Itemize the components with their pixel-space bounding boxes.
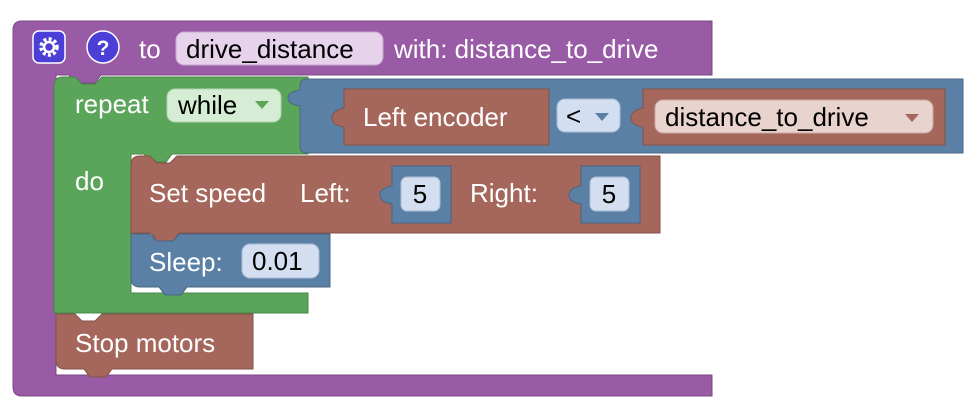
repeat-while-block[interactable] bbox=[53, 76, 309, 314]
repeat-mode-dropdown[interactable]: while bbox=[166, 88, 282, 123]
repeat-block-shape[interactable] bbox=[53, 76, 309, 314]
stop-motors-label: Stop motors bbox=[75, 328, 215, 358]
variable-dropdown[interactable]: distance_to_drive bbox=[654, 99, 934, 134]
sleep-value-field[interactable]: 0.01 bbox=[241, 243, 320, 279]
chevron-down-icon bbox=[595, 113, 609, 121]
left-encoder-shape[interactable] bbox=[331, 88, 550, 146]
procedure-name-field[interactable]: drive_distance bbox=[175, 31, 384, 66]
chevron-down-icon bbox=[905, 114, 919, 122]
repeat-label: repeat bbox=[75, 89, 149, 119]
chevron-down-icon bbox=[255, 101, 269, 109]
left-speed-value[interactable]: 5 bbox=[413, 179, 427, 209]
left-speed-label: Left: bbox=[300, 178, 351, 208]
variable-getter-block[interactable]: distance_to_drive bbox=[630, 88, 946, 146]
stop-motors-block[interactable]: Stop motors bbox=[55, 313, 254, 378]
set-speed-block[interactable]: Set speed Left: 5 Right: 5 bbox=[130, 155, 661, 242]
sleep-block[interactable]: Sleep: 0.01 bbox=[130, 233, 331, 296]
left-speed-input-block[interactable]: 5 bbox=[379, 165, 452, 224]
variable-name: distance_to_drive bbox=[665, 102, 869, 132]
right-speed-value[interactable]: 5 bbox=[602, 179, 616, 209]
left-encoder-block[interactable]: Left encoder bbox=[331, 88, 550, 146]
set-speed-label: Set speed bbox=[149, 178, 266, 208]
right-speed-input-block[interactable]: 5 bbox=[568, 165, 641, 224]
svg-text:?: ? bbox=[97, 37, 110, 60]
repeat-mode-value: while bbox=[177, 90, 237, 120]
operator-dropdown[interactable]: < bbox=[556, 98, 621, 133]
gear-icon[interactable] bbox=[32, 30, 66, 64]
right-speed-label: Right: bbox=[470, 178, 538, 208]
procedure-to-label: to bbox=[139, 34, 161, 64]
sleep-label: Sleep: bbox=[149, 247, 223, 277]
procedure-params-label: with: distance_to_drive bbox=[393, 34, 658, 64]
operator-value: < bbox=[566, 101, 581, 131]
do-label: do bbox=[75, 166, 104, 196]
help-icon[interactable]: ? bbox=[86, 30, 120, 64]
sleep-value: 0.01 bbox=[252, 246, 303, 276]
left-encoder-label: Left encoder bbox=[363, 102, 508, 132]
stop-motors-shape[interactable] bbox=[55, 313, 254, 378]
procedure-name-text: drive_distance bbox=[186, 34, 354, 64]
